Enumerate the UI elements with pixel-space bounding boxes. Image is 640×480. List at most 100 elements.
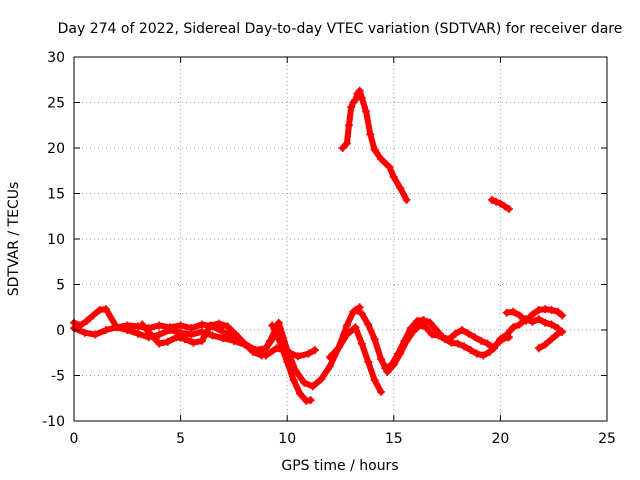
data-point xyxy=(479,351,488,360)
data-point xyxy=(509,323,518,332)
data-point xyxy=(266,336,275,345)
data-point xyxy=(406,324,415,333)
data-point xyxy=(274,318,283,327)
y-tick-label: -10 xyxy=(42,414,65,430)
data-series xyxy=(70,86,567,405)
data-point xyxy=(413,316,422,325)
data-point xyxy=(541,305,550,314)
data-point xyxy=(558,311,567,320)
data-point xyxy=(438,333,447,342)
axis-ticks: 0 5 10 15 20 25 -10 -5 0 5 10 15 20 25 30 xyxy=(42,50,616,447)
data-point xyxy=(133,329,142,338)
data-point xyxy=(487,195,496,204)
data-point xyxy=(541,318,550,327)
data-point xyxy=(502,330,511,339)
data-point xyxy=(310,346,319,355)
data-point xyxy=(283,357,292,366)
data-point xyxy=(189,338,198,347)
data-point xyxy=(101,326,110,334)
data-point xyxy=(362,107,371,116)
data-point xyxy=(547,335,556,344)
x-tick-label: 15 xyxy=(385,431,403,447)
data-point xyxy=(308,382,317,391)
data-point xyxy=(342,139,351,148)
data-point xyxy=(302,396,311,405)
x-tick-label: 20 xyxy=(491,431,509,447)
data-point xyxy=(338,144,347,152)
data-point xyxy=(496,199,505,208)
data-point xyxy=(547,305,556,314)
data-point xyxy=(197,336,206,345)
y-tick-label: 5 xyxy=(56,278,65,294)
data-point xyxy=(155,321,164,330)
data-point xyxy=(208,331,217,340)
data-point xyxy=(219,334,228,343)
data-point xyxy=(138,320,147,329)
data-point xyxy=(268,321,277,330)
data-point xyxy=(528,317,537,326)
data-point xyxy=(445,335,454,344)
data-point xyxy=(528,310,537,319)
x-tick-label: 10 xyxy=(278,431,296,447)
data-point xyxy=(515,311,524,320)
data-point xyxy=(553,307,562,316)
data-point xyxy=(385,163,394,172)
data-point xyxy=(176,321,185,330)
data-point xyxy=(304,349,313,358)
data-point xyxy=(229,336,238,345)
data-point xyxy=(504,204,513,213)
data-point xyxy=(172,333,181,342)
data-point xyxy=(146,330,155,339)
data-point xyxy=(180,335,189,344)
data-point xyxy=(347,103,356,112)
data-point xyxy=(470,333,479,342)
data-point xyxy=(295,389,304,398)
data-point xyxy=(558,327,567,336)
data-point xyxy=(82,316,91,325)
y-tick-label: 30 xyxy=(47,50,65,66)
data-point xyxy=(387,360,396,369)
data-point xyxy=(187,330,196,339)
data-point xyxy=(547,320,556,329)
data-point xyxy=(490,344,499,353)
data-point xyxy=(377,387,386,396)
data-point xyxy=(357,339,366,348)
x-tick-label: 0 xyxy=(70,431,79,447)
data-point xyxy=(232,330,241,339)
data-point xyxy=(485,347,494,356)
data-point xyxy=(351,95,360,104)
data-point xyxy=(165,326,174,334)
data-point xyxy=(197,320,206,329)
data-point xyxy=(123,326,132,334)
data-point xyxy=(351,323,360,332)
data-point xyxy=(364,357,373,366)
data-point xyxy=(472,349,481,358)
data-point xyxy=(483,339,492,348)
data-point xyxy=(289,376,298,385)
data-point xyxy=(206,321,215,330)
data-point xyxy=(492,197,501,206)
data-point xyxy=(89,311,98,320)
data-point xyxy=(502,308,511,317)
y-tick-label: -5 xyxy=(51,369,65,385)
data-point xyxy=(155,330,164,339)
data-point xyxy=(101,305,110,314)
data-point xyxy=(534,305,543,314)
data-point xyxy=(515,320,524,329)
data-point xyxy=(553,329,562,338)
data-point xyxy=(534,344,543,353)
data-point xyxy=(458,326,467,334)
data-point xyxy=(306,396,315,405)
data-point xyxy=(477,336,486,345)
chart-title: Day 274 of 2022, Sidereal Day-to-day VTE… xyxy=(58,21,623,37)
data-point xyxy=(257,351,266,360)
data-point xyxy=(334,344,343,353)
data-point xyxy=(325,353,334,362)
data-point xyxy=(163,337,172,346)
data-point xyxy=(453,339,462,348)
data-point xyxy=(91,330,100,339)
series-line-track-5 xyxy=(326,324,384,395)
data-point xyxy=(460,342,469,351)
x-tick-label: 25 xyxy=(598,431,616,447)
